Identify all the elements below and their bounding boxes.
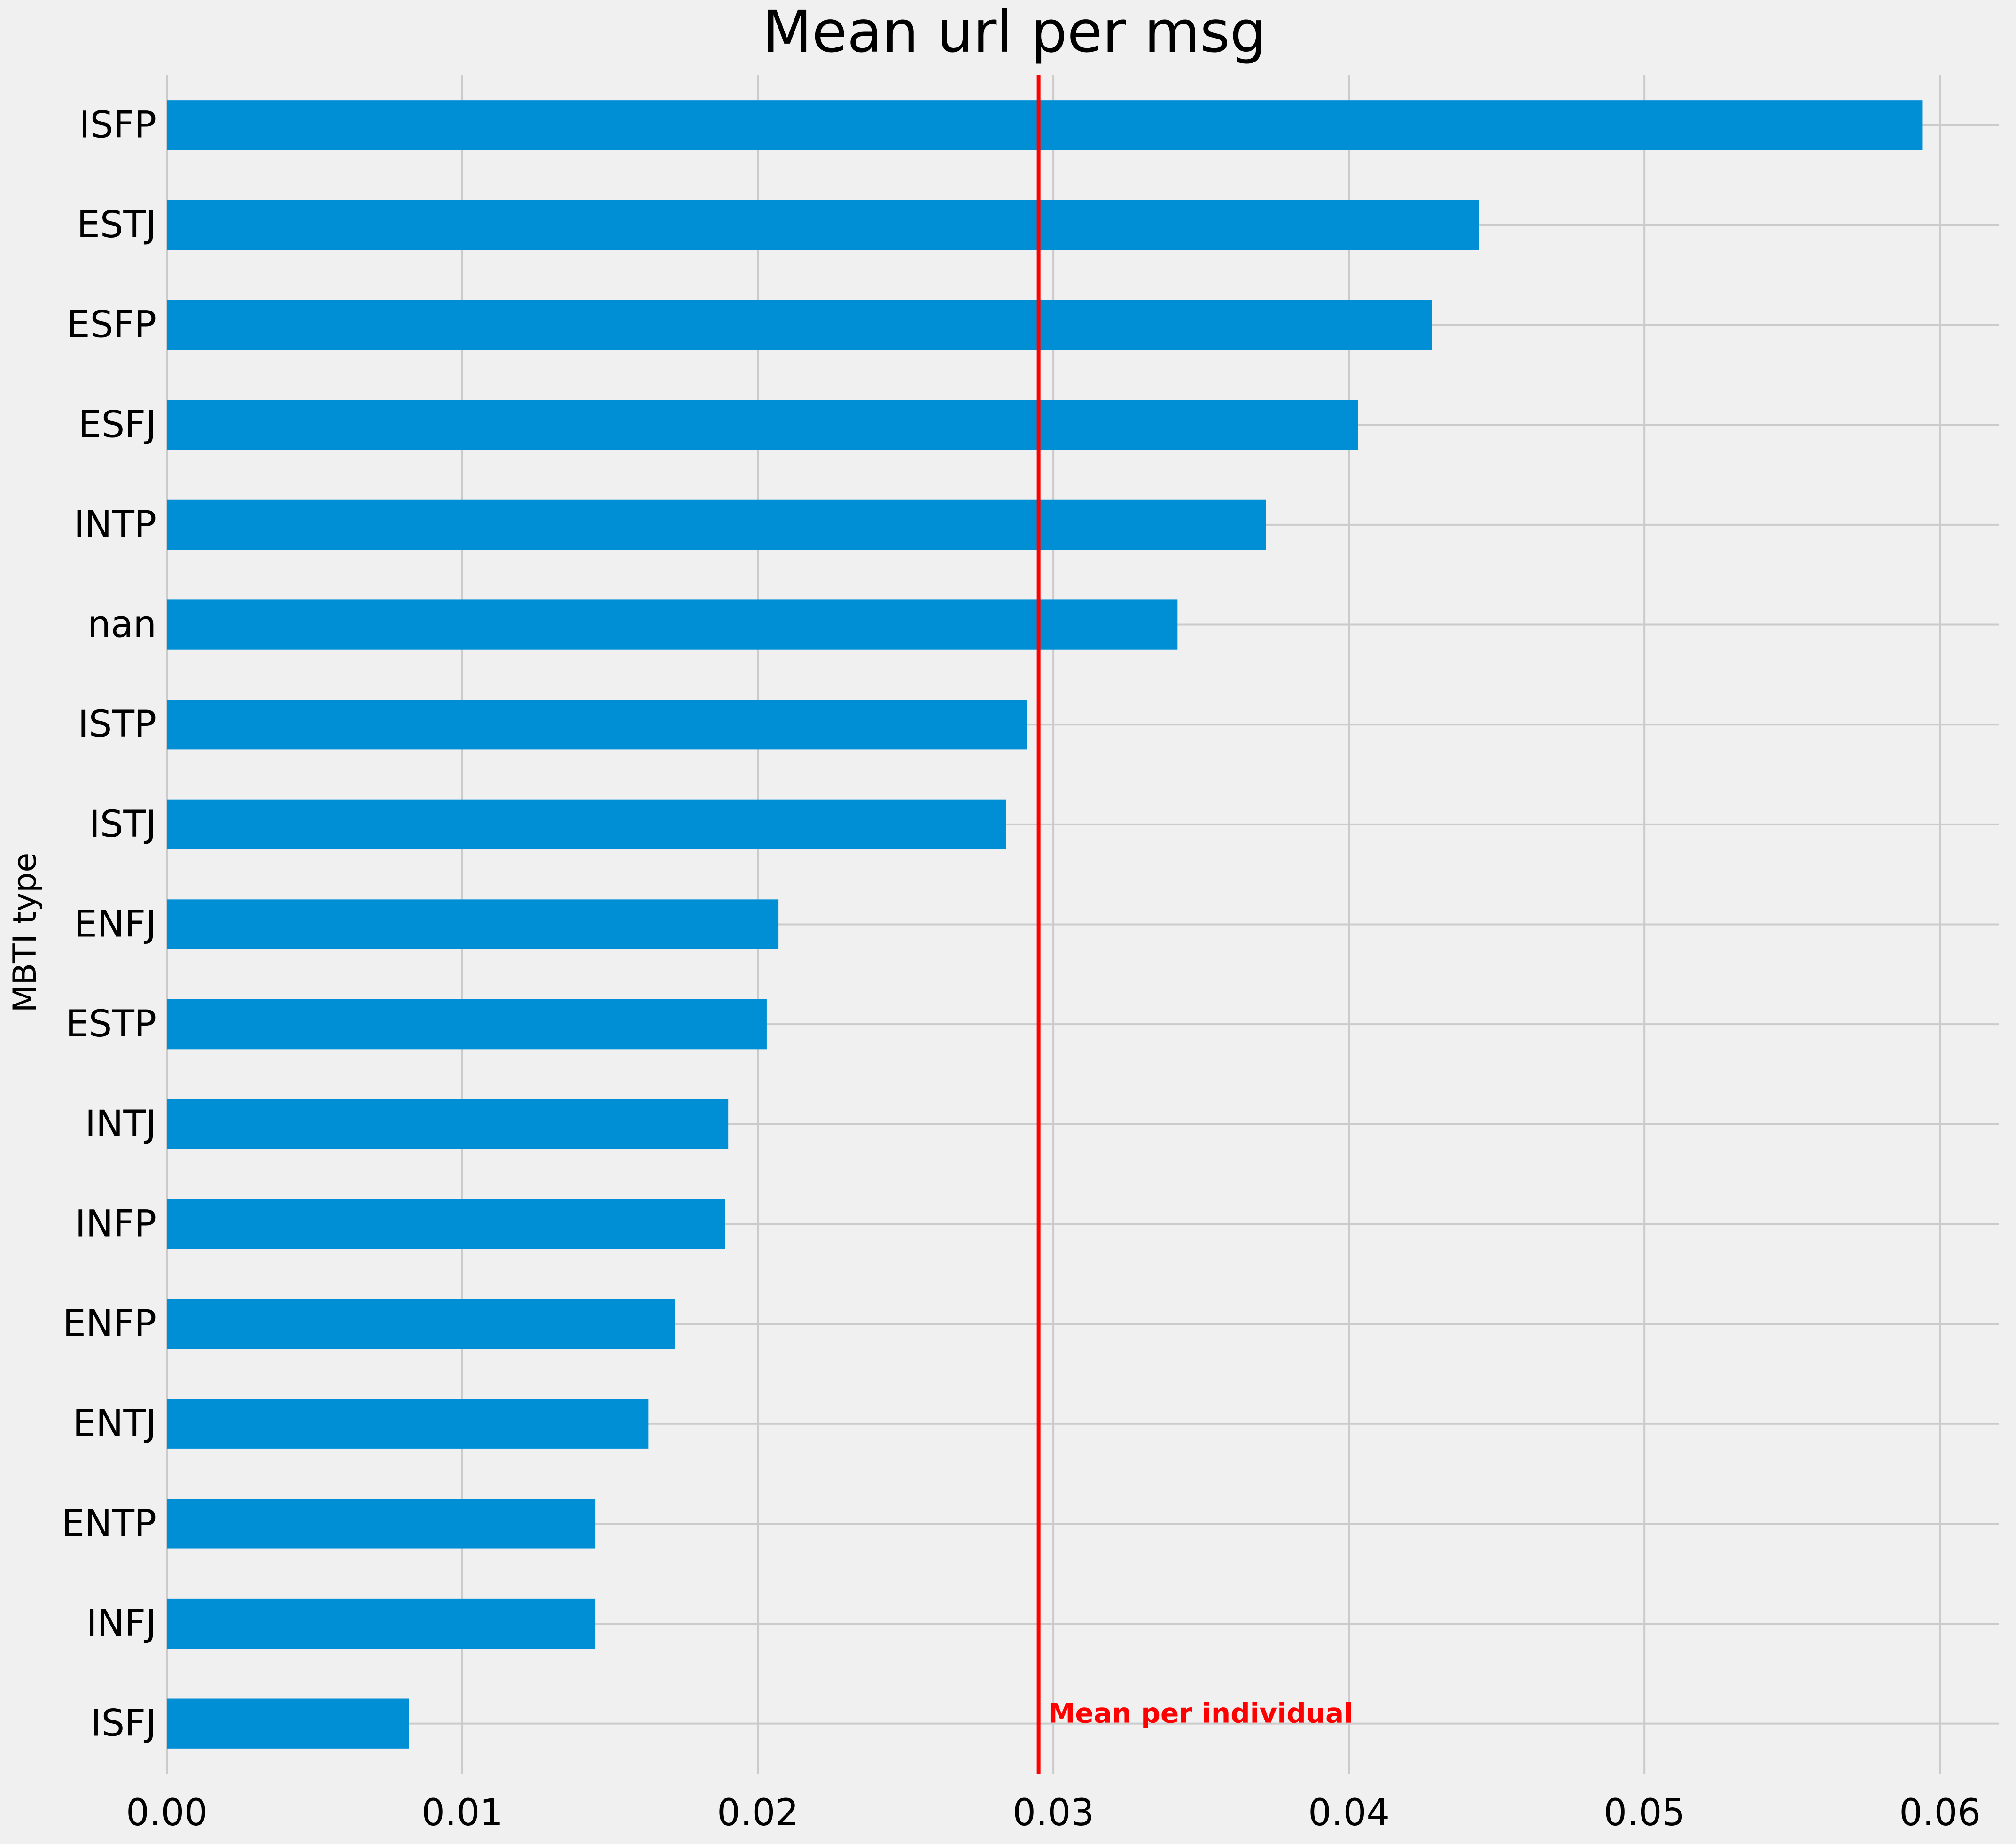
y-tick-label: INFP (75, 1203, 156, 1245)
bar-esfp (167, 300, 1432, 350)
y-tick-label: ESFP (67, 304, 156, 346)
y-tick-label: INTP (74, 504, 156, 546)
y-tick-label: ISTP (78, 703, 156, 746)
x-tick-labels: 0.00 0.01 0.02 0.03 0.04 0.05 0.06 (126, 1792, 1981, 1834)
x-tick-label: 0.03 (1012, 1792, 1094, 1834)
x-tick-label: 0.05 (1603, 1792, 1685, 1834)
y-tick-label: ESTP (66, 1003, 156, 1045)
bar-entj (167, 1399, 649, 1449)
bar-intj (167, 1099, 729, 1149)
bar-intp (167, 499, 1266, 550)
bar-isfj (167, 1698, 409, 1749)
bar-nan (167, 599, 1178, 650)
y-tick-label: ISFJ (91, 1703, 156, 1745)
y-axis-label: MBTI type (7, 853, 44, 1012)
y-tick-label: ENTJ (73, 1403, 156, 1445)
bar-istj (167, 799, 1006, 850)
y-tick-label: ESTJ (77, 204, 156, 246)
y-tick-label: ENFP (62, 1303, 156, 1345)
y-tick-label: INFJ (86, 1603, 156, 1645)
bar-estj (167, 200, 1479, 250)
bar-infp (167, 1199, 725, 1249)
y-tick-label: nan (87, 604, 156, 646)
bar-entp (167, 1499, 596, 1549)
y-tick-label: ISFP (79, 104, 156, 146)
y-tick-label: ISTJ (89, 803, 156, 846)
bar-istp (167, 700, 1027, 750)
x-tick-label: 0.00 (126, 1792, 208, 1834)
bar-estp (167, 999, 767, 1050)
y-tick-label: ENFJ (74, 903, 157, 946)
bar-isfp (167, 100, 1923, 150)
bar-enfp (167, 1299, 675, 1349)
y-tick-label: ENTP (62, 1502, 156, 1545)
reference-line-label: Mean per individual (1048, 1697, 1353, 1729)
bar-layer (167, 100, 1923, 1749)
y-tick-labels: ISFP ESTJ ESFP ESFJ INTP nan ISTP ISTJ ENFJ ESTP I… (62, 104, 156, 1744)
bar-enfj (167, 899, 779, 949)
x-tick-label: 0.02 (717, 1792, 799, 1834)
bar-infj (167, 1598, 596, 1649)
y-tick-label: INTJ (85, 1103, 156, 1145)
y-tick-label: ESFJ (78, 404, 156, 446)
x-tick-label: 0.06 (1899, 1792, 1981, 1834)
bar-esfj (167, 400, 1358, 450)
x-tick-label: 0.01 (421, 1792, 503, 1834)
chart-title: Mean url per msg (763, 0, 1267, 65)
x-tick-label: 0.04 (1308, 1792, 1390, 1834)
